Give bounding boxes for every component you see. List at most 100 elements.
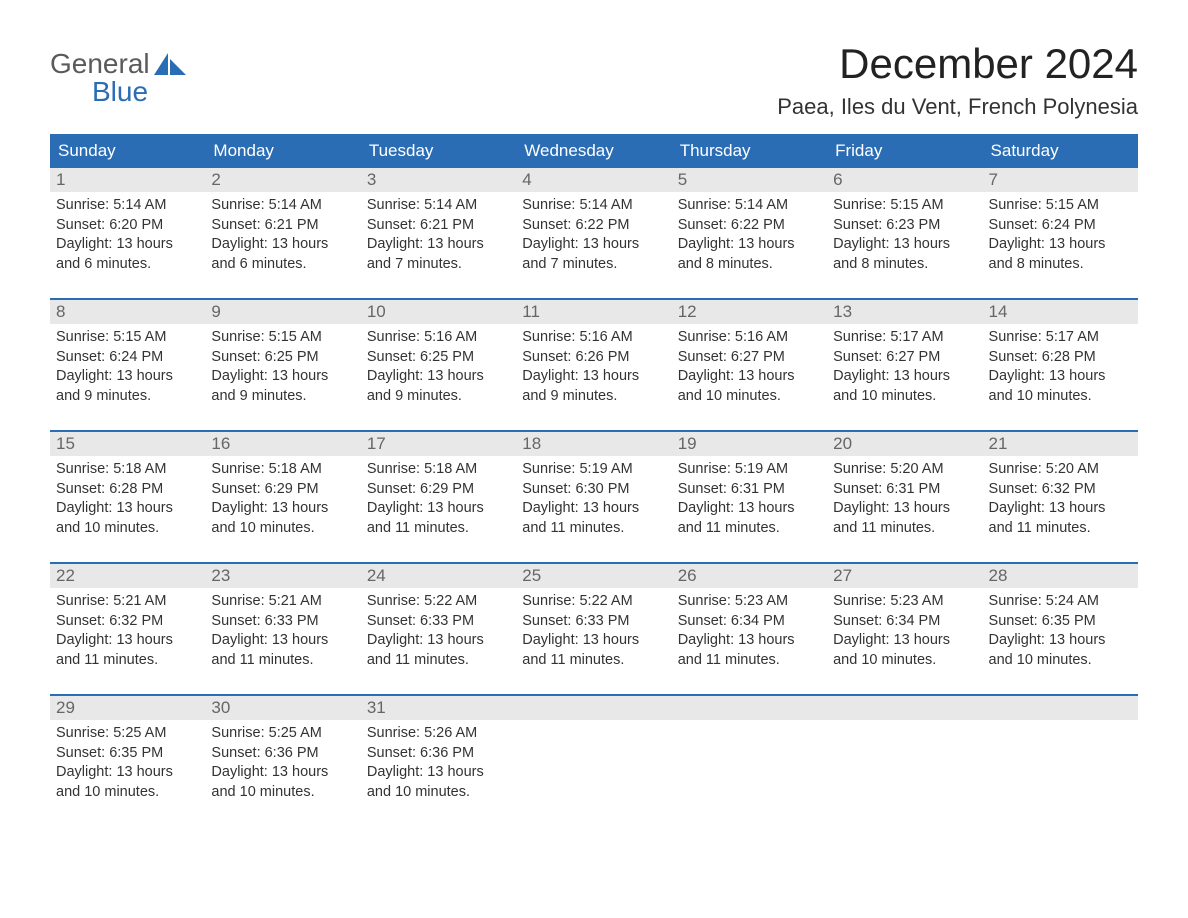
day-number bbox=[827, 696, 982, 720]
day-number: 27 bbox=[827, 564, 982, 588]
day-cell: 24Sunrise: 5:22 AMSunset: 6:33 PMDayligh… bbox=[361, 564, 516, 682]
day-number: 28 bbox=[983, 564, 1138, 588]
day-body: Sunrise: 5:24 AMSunset: 6:35 PMDaylight:… bbox=[983, 588, 1138, 678]
sunrise-text: Sunrise: 5:15 AM bbox=[989, 196, 1132, 216]
day-cell: 25Sunrise: 5:22 AMSunset: 6:33 PMDayligh… bbox=[516, 564, 671, 682]
daylight-text: Daylight: 13 hours and 6 minutes. bbox=[211, 235, 354, 274]
sunset-text: Sunset: 6:33 PM bbox=[211, 612, 354, 632]
daylight-text: Daylight: 13 hours and 11 minutes. bbox=[678, 499, 821, 538]
day-number: 1 bbox=[50, 168, 205, 192]
daylight-text: Daylight: 13 hours and 9 minutes. bbox=[522, 367, 665, 406]
day-cell: 16Sunrise: 5:18 AMSunset: 6:29 PMDayligh… bbox=[205, 432, 360, 550]
sunrise-text: Sunrise: 5:19 AM bbox=[678, 460, 821, 480]
day-number: 2 bbox=[205, 168, 360, 192]
daylight-text: Daylight: 13 hours and 7 minutes. bbox=[522, 235, 665, 274]
sunset-text: Sunset: 6:33 PM bbox=[522, 612, 665, 632]
sunset-text: Sunset: 6:21 PM bbox=[367, 216, 510, 236]
sunset-text: Sunset: 6:22 PM bbox=[522, 216, 665, 236]
sunrise-text: Sunrise: 5:15 AM bbox=[833, 196, 976, 216]
day-number: 12 bbox=[672, 300, 827, 324]
day-cell: 19Sunrise: 5:19 AMSunset: 6:31 PMDayligh… bbox=[672, 432, 827, 550]
day-number bbox=[672, 696, 827, 720]
sunrise-text: Sunrise: 5:17 AM bbox=[989, 328, 1132, 348]
daylight-text: Daylight: 13 hours and 9 minutes. bbox=[367, 367, 510, 406]
sunrise-text: Sunrise: 5:18 AM bbox=[56, 460, 199, 480]
sunset-text: Sunset: 6:32 PM bbox=[989, 480, 1132, 500]
sunrise-text: Sunrise: 5:19 AM bbox=[522, 460, 665, 480]
daylight-text: Daylight: 13 hours and 11 minutes. bbox=[833, 499, 976, 538]
day-body: Sunrise: 5:14 AMSunset: 6:22 PMDaylight:… bbox=[672, 192, 827, 282]
day-number: 19 bbox=[672, 432, 827, 456]
sunrise-text: Sunrise: 5:22 AM bbox=[367, 592, 510, 612]
sunrise-text: Sunrise: 5:20 AM bbox=[833, 460, 976, 480]
day-body: Sunrise: 5:23 AMSunset: 6:34 PMDaylight:… bbox=[672, 588, 827, 678]
day-number: 4 bbox=[516, 168, 671, 192]
day-body: Sunrise: 5:14 AMSunset: 6:22 PMDaylight:… bbox=[516, 192, 671, 282]
day-body: Sunrise: 5:14 AMSunset: 6:21 PMDaylight:… bbox=[205, 192, 360, 282]
logo-text-top: General bbox=[50, 50, 150, 78]
day-number: 23 bbox=[205, 564, 360, 588]
day-number: 9 bbox=[205, 300, 360, 324]
day-number: 18 bbox=[516, 432, 671, 456]
day-body: Sunrise: 5:15 AMSunset: 6:24 PMDaylight:… bbox=[50, 324, 205, 414]
sunset-text: Sunset: 6:22 PM bbox=[678, 216, 821, 236]
daylight-text: Daylight: 13 hours and 9 minutes. bbox=[211, 367, 354, 406]
week-row: 29Sunrise: 5:25 AMSunset: 6:35 PMDayligh… bbox=[50, 694, 1138, 814]
sunset-text: Sunset: 6:27 PM bbox=[678, 348, 821, 368]
day-cell bbox=[672, 696, 827, 814]
daylight-text: Daylight: 13 hours and 11 minutes. bbox=[522, 499, 665, 538]
day-headers-row: SundayMondayTuesdayWednesdayThursdayFrid… bbox=[50, 134, 1138, 168]
day-body: Sunrise: 5:19 AMSunset: 6:30 PMDaylight:… bbox=[516, 456, 671, 546]
day-body: Sunrise: 5:25 AMSunset: 6:36 PMDaylight:… bbox=[205, 720, 360, 810]
day-number: 17 bbox=[361, 432, 516, 456]
sunset-text: Sunset: 6:23 PM bbox=[833, 216, 976, 236]
daylight-text: Daylight: 13 hours and 11 minutes. bbox=[678, 631, 821, 670]
sunset-text: Sunset: 6:25 PM bbox=[367, 348, 510, 368]
week-row: 22Sunrise: 5:21 AMSunset: 6:32 PMDayligh… bbox=[50, 562, 1138, 682]
month-title: December 2024 bbox=[777, 40, 1138, 88]
day-cell: 28Sunrise: 5:24 AMSunset: 6:35 PMDayligh… bbox=[983, 564, 1138, 682]
day-body: Sunrise: 5:21 AMSunset: 6:33 PMDaylight:… bbox=[205, 588, 360, 678]
day-body: Sunrise: 5:18 AMSunset: 6:29 PMDaylight:… bbox=[361, 456, 516, 546]
sunrise-text: Sunrise: 5:14 AM bbox=[367, 196, 510, 216]
day-number: 8 bbox=[50, 300, 205, 324]
day-cell: 26Sunrise: 5:23 AMSunset: 6:34 PMDayligh… bbox=[672, 564, 827, 682]
sunrise-text: Sunrise: 5:24 AM bbox=[989, 592, 1132, 612]
title-block: December 2024 Paea, Iles du Vent, French… bbox=[777, 40, 1138, 120]
sunrise-text: Sunrise: 5:18 AM bbox=[211, 460, 354, 480]
sunset-text: Sunset: 6:21 PM bbox=[211, 216, 354, 236]
sunrise-text: Sunrise: 5:23 AM bbox=[833, 592, 976, 612]
logo-flag-icon bbox=[154, 53, 186, 75]
day-cell: 4Sunrise: 5:14 AMSunset: 6:22 PMDaylight… bbox=[516, 168, 671, 286]
daylight-text: Daylight: 13 hours and 8 minutes. bbox=[989, 235, 1132, 274]
day-cell: 30Sunrise: 5:25 AMSunset: 6:36 PMDayligh… bbox=[205, 696, 360, 814]
day-body: Sunrise: 5:18 AMSunset: 6:29 PMDaylight:… bbox=[205, 456, 360, 546]
day-header: Friday bbox=[827, 134, 982, 168]
daylight-text: Daylight: 13 hours and 10 minutes. bbox=[211, 499, 354, 538]
day-body: Sunrise: 5:19 AMSunset: 6:31 PMDaylight:… bbox=[672, 456, 827, 546]
day-cell: 22Sunrise: 5:21 AMSunset: 6:32 PMDayligh… bbox=[50, 564, 205, 682]
day-cell: 11Sunrise: 5:16 AMSunset: 6:26 PMDayligh… bbox=[516, 300, 671, 418]
day-number: 30 bbox=[205, 696, 360, 720]
sunset-text: Sunset: 6:28 PM bbox=[56, 480, 199, 500]
daylight-text: Daylight: 13 hours and 10 minutes. bbox=[56, 763, 199, 802]
sunset-text: Sunset: 6:36 PM bbox=[367, 744, 510, 764]
sunrise-text: Sunrise: 5:20 AM bbox=[989, 460, 1132, 480]
logo-top-line: General bbox=[50, 50, 186, 78]
day-number: 14 bbox=[983, 300, 1138, 324]
sunset-text: Sunset: 6:27 PM bbox=[833, 348, 976, 368]
sunset-text: Sunset: 6:34 PM bbox=[678, 612, 821, 632]
day-cell: 6Sunrise: 5:15 AMSunset: 6:23 PMDaylight… bbox=[827, 168, 982, 286]
sunrise-text: Sunrise: 5:15 AM bbox=[56, 328, 199, 348]
day-body: Sunrise: 5:15 AMSunset: 6:23 PMDaylight:… bbox=[827, 192, 982, 282]
day-header: Thursday bbox=[672, 134, 827, 168]
day-number: 21 bbox=[983, 432, 1138, 456]
day-body: Sunrise: 5:21 AMSunset: 6:32 PMDaylight:… bbox=[50, 588, 205, 678]
day-cell bbox=[827, 696, 982, 814]
day-header: Sunday bbox=[50, 134, 205, 168]
day-body: Sunrise: 5:16 AMSunset: 6:27 PMDaylight:… bbox=[672, 324, 827, 414]
daylight-text: Daylight: 13 hours and 11 minutes. bbox=[211, 631, 354, 670]
day-cell: 2Sunrise: 5:14 AMSunset: 6:21 PMDaylight… bbox=[205, 168, 360, 286]
sunrise-text: Sunrise: 5:16 AM bbox=[678, 328, 821, 348]
day-body: Sunrise: 5:26 AMSunset: 6:36 PMDaylight:… bbox=[361, 720, 516, 810]
